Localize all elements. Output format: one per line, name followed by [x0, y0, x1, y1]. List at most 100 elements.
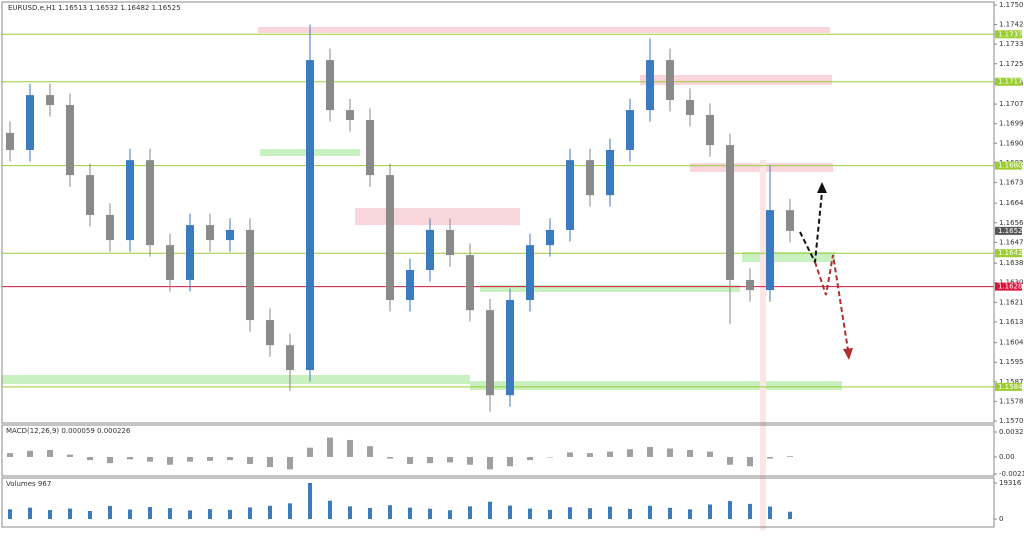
- arrows: [799, 182, 853, 360]
- candle-body: [206, 225, 214, 241]
- y-tick-label: 1.16130: [999, 318, 1024, 326]
- volume-bar: [328, 500, 332, 519]
- macd-bar: [127, 457, 133, 460]
- candle-body: [6, 132, 14, 150]
- macd-bar: [767, 457, 773, 459]
- volume-bar: [708, 504, 712, 519]
- candle-body: [246, 229, 254, 321]
- candle-body: [46, 95, 54, 106]
- macd-bar: [687, 450, 693, 458]
- volume-bar: [548, 509, 552, 519]
- macd-bar: [407, 457, 413, 464]
- macd-bar: [47, 450, 53, 458]
- level-label-bg: [995, 382, 1022, 391]
- volume-bar: [748, 503, 752, 519]
- macd-bar: [427, 457, 433, 464]
- y-tick-label: 1.16040: [999, 339, 1024, 347]
- volume-bar: [68, 508, 72, 519]
- candle-body: [486, 310, 494, 396]
- macd-bar: [347, 439, 353, 458]
- volume-bar: [8, 509, 12, 519]
- volume-bar: [728, 501, 732, 519]
- volume-bar: [608, 506, 612, 519]
- level-label: 1.17172: [998, 78, 1024, 86]
- macd-bar: [287, 457, 293, 470]
- macd-bar: [247, 457, 253, 464]
- volume-bar: [268, 505, 272, 519]
- y-tick-label: 1.17250: [999, 60, 1024, 68]
- down-arrow: [814, 254, 849, 351]
- volume-bar: [348, 506, 352, 519]
- macd-bar: [547, 457, 553, 458]
- candle-body: [226, 229, 234, 241]
- zones: [2, 27, 842, 530]
- macd-bar: [67, 454, 73, 458]
- macd-bar: [147, 457, 153, 462]
- candle-body: [326, 60, 334, 111]
- highlight-column: [760, 160, 766, 530]
- candle-body: [286, 345, 294, 371]
- level-label: 1.16808: [998, 162, 1024, 170]
- macd-bar: [267, 457, 273, 468]
- macd-bar: [607, 451, 613, 458]
- y-tick-label: 1.16215: [999, 298, 1024, 306]
- macd-bar: [327, 437, 333, 458]
- volume-bar: [248, 507, 252, 519]
- volume-bar: [428, 508, 432, 519]
- candle-body: [606, 149, 614, 196]
- volume-bar: [628, 508, 632, 519]
- macd-bar: [747, 457, 753, 467]
- level-label-bg: [995, 249, 1022, 258]
- y-tick-label: 1.15870: [999, 378, 1024, 386]
- macd-bar: [467, 457, 473, 465]
- macd-label: MACD(12,26,9) 0.000059 0.000226: [6, 427, 131, 435]
- macd-bar: [27, 450, 33, 458]
- candle-body: [586, 160, 594, 196]
- candle-body: [706, 114, 714, 146]
- volume-bar: [528, 508, 532, 519]
- y-tick-label: -0.002194: [999, 470, 1024, 478]
- volume-bar: [468, 506, 472, 519]
- level-label-bg: [995, 282, 1022, 291]
- volume-bar: [188, 510, 192, 519]
- y-tick-label: 1.15700: [999, 417, 1024, 425]
- level-label: 1.16428: [998, 249, 1024, 257]
- volume-bar: [508, 505, 512, 519]
- chart-title: EURUSD.e,H1 1.16513 1.16532 1.16482 1.16…: [8, 4, 181, 12]
- volume-bar: [168, 508, 172, 519]
- volume-bar: [788, 511, 792, 519]
- candle-body: [66, 105, 74, 176]
- volume-pane-frame: [1, 477, 995, 528]
- y-tick-label: 19316: [999, 479, 1022, 487]
- volume-bar: [368, 508, 372, 519]
- volume-bar: [308, 483, 312, 519]
- candle-body: [346, 110, 354, 121]
- macd-bar: [307, 447, 313, 458]
- volume-bar: [108, 505, 112, 519]
- volume-bar: [148, 507, 152, 519]
- y-tick-label: 1.16645: [999, 199, 1024, 207]
- macd-bar: [507, 457, 513, 467]
- candle-body: [146, 160, 154, 246]
- arrow-head: [817, 182, 827, 193]
- macd-bar: [187, 457, 193, 462]
- demand-zone: [742, 252, 835, 262]
- supply-zone: [355, 208, 520, 225]
- y-tick-label: 0.00: [999, 453, 1015, 461]
- candle-body: [86, 175, 94, 215]
- candle-body: [166, 245, 174, 280]
- demand-zone: [2, 375, 470, 384]
- volume-bar: [208, 509, 212, 519]
- volume-bar: [408, 507, 412, 519]
- macd-bar: [447, 457, 453, 463]
- volume-bar: [488, 501, 492, 519]
- volume-bar: [448, 510, 452, 519]
- candle-body: [746, 279, 754, 291]
- demand-zone: [470, 381, 842, 390]
- y-tick-label: 1.17335: [999, 40, 1024, 48]
- volume-bar: [228, 509, 232, 519]
- macd-bar: [487, 457, 493, 470]
- candle-body: [406, 270, 414, 301]
- candle-body: [266, 320, 274, 346]
